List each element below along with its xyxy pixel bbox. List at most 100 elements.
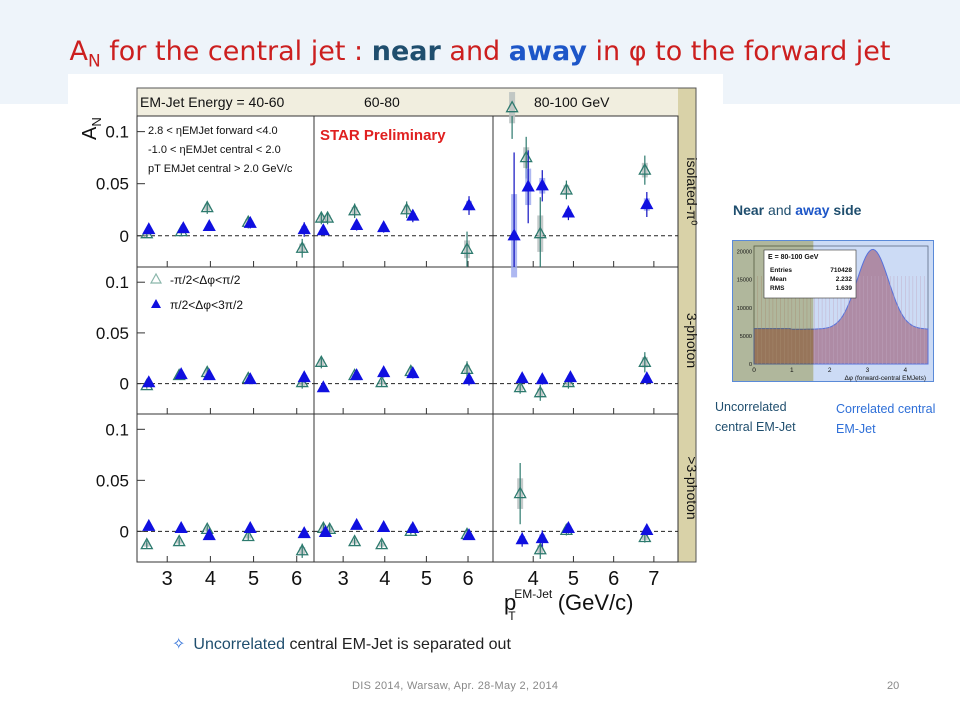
inset-y-tick-2: 10000: [737, 306, 752, 312]
x-tick-label-0-3: 6: [291, 568, 302, 590]
x-tick-label-1-0: 3: [338, 568, 349, 590]
inset-stat-value-2: 1.639: [836, 285, 853, 292]
away-point-2-2-2: [561, 520, 576, 533]
title-part2: in φ to the forward jet: [586, 36, 891, 67]
y-tick-label-2-0: 0: [120, 522, 129, 541]
cut-text-2: pT EMJet central > 2.0 GeV/c: [148, 163, 293, 175]
x-tick-label-1-1: 4: [379, 568, 390, 590]
near-point-1-1-4: [460, 362, 474, 375]
row-label-2: >3-photon: [684, 456, 700, 519]
away-point-2-0-3: [243, 520, 257, 533]
near-point-2-0-0: [140, 537, 154, 550]
x-axis-title: pEM-Jet T (GeV/c): [504, 587, 634, 623]
away-point-1-2-2: [563, 370, 578, 383]
away-point-1-1-3: [406, 366, 420, 379]
y-tick-label-0-0: 0: [120, 227, 129, 246]
panel-2-2: [492, 413, 679, 563]
cut-text-0: 2.8 < ηEMJet forward <4.0: [148, 125, 278, 137]
an-figure: EM-Jet Energy = 40-60 60-80 80-100 GeV isol…: [68, 74, 723, 626]
near-point-0-0-4: [295, 240, 309, 253]
near-point-0-2-3: [638, 162, 652, 175]
away-point-1-2-3: [640, 371, 654, 384]
inset-stat-name-0: Entries: [770, 267, 792, 274]
away-point-0-1-3: [406, 208, 420, 221]
delta-phi-histogram: E = 80-100 GeV Entries 710428 Mean 2.232 RMS 1…: [732, 240, 934, 382]
away-point-2-0-0: [142, 518, 156, 531]
away-point-0-0-4: [297, 222, 311, 235]
near-point-0-0-2: [200, 200, 214, 213]
side-word: side: [829, 202, 862, 218]
cut-text-1: -1.0 < ηEMJet central < 2.0: [148, 144, 281, 156]
bullet-rest: central EM-Jet is separated out: [285, 636, 511, 653]
away-point-1-2-1: [535, 372, 549, 385]
away-point-2-0-2: [202, 528, 216, 541]
row-label-strip: [678, 88, 696, 562]
near-point-2-1-3: [375, 537, 389, 550]
inset-x-tick-3: 3: [866, 367, 870, 374]
x-tick-label-2-1: 5: [568, 568, 579, 590]
away-point-0-1-0: [316, 223, 330, 236]
near-word: Near: [733, 202, 765, 218]
x-tick-label-2-0: 4: [528, 568, 539, 590]
y-tick-label-1-2: 0.1: [105, 273, 129, 292]
x-axis-title-unit: (GeV/c): [552, 590, 634, 615]
bullet-point: ✧ Uncorrelated central EM-Jet is separate…: [172, 634, 511, 654]
inset-x-tick-1: 1: [790, 367, 794, 374]
title-and: and: [440, 36, 509, 67]
away-point-1-0-1: [174, 367, 188, 380]
x-tick-label-0-1: 4: [205, 568, 216, 590]
row-label-1: 3-photon: [684, 313, 700, 368]
bullet-uncorrelated: Uncorrelated: [193, 636, 286, 653]
near-point-0-1-4: [460, 241, 474, 254]
away-point-2-1-1: [350, 517, 364, 530]
title-away: away: [508, 36, 587, 67]
y-tick-label-0-1: 0.05: [96, 175, 129, 194]
header-energy-label: EM-Jet Energy = 40-60: [140, 94, 285, 110]
away-point-0-2-2: [561, 205, 576, 218]
near-point-2-0-3: [241, 529, 255, 542]
near-point-2-2-3: [638, 530, 652, 543]
away-point-0-2-1: [535, 178, 549, 191]
away-point-2-1-4: [462, 528, 476, 541]
away-point-0-1-1: [350, 217, 364, 230]
away-point-1-0-3: [243, 372, 257, 385]
away-point-0-1-4: [462, 198, 476, 211]
inset-border: [732, 240, 934, 382]
away-point-2-2-1: [535, 531, 549, 544]
y-axis-title-sub: N: [89, 117, 104, 126]
near-point-2-2-0: [513, 486, 527, 499]
legend-near-label: -π/2<Δφ<π/2: [170, 273, 241, 287]
away-point-0-0-3: [243, 215, 257, 228]
y-tick-label-1-0: 0: [120, 375, 129, 394]
near-point-1-2-0: [513, 380, 527, 393]
near-point-0-1-0: [314, 210, 328, 223]
away-point-1-2-0: [515, 371, 529, 384]
away-point-2-1-2: [377, 519, 391, 532]
title-part1: for the central jet :: [100, 36, 372, 67]
header-column-80-100: 80-100 GeV: [534, 94, 610, 110]
inset-stat-value-1: 2.232: [836, 276, 853, 283]
footer-text: DIS 2014, Warsaw, Apr. 28-May 2, 2014: [352, 680, 559, 692]
away-point-0-1-2: [377, 220, 391, 233]
near-away-title: Near and away side: [733, 202, 861, 218]
away-point-1-1-2: [377, 365, 391, 378]
away-point-1-0-4: [297, 370, 311, 383]
near-point-0-2-2: [559, 182, 574, 195]
legend-away-marker: [151, 299, 161, 308]
away-point-0-2-4: [521, 179, 535, 192]
inset-stats-box: [763, 249, 857, 299]
away-point-2-2-3: [640, 523, 654, 536]
near-point-2-0-1: [172, 534, 186, 547]
legend-near-marker: [149, 272, 163, 284]
and-word: and: [764, 202, 796, 218]
near-point-1-2-1: [533, 385, 547, 398]
away-point-1-1-4: [462, 372, 476, 385]
near-point-0-2-4: [519, 150, 533, 163]
away-point-1-1-0: [316, 380, 330, 393]
slide-title: AN for the central jet : near and away i…: [0, 36, 960, 71]
inset-x-tick-0: 0: [752, 367, 756, 374]
x-tick-label-2-3: 7: [648, 568, 659, 590]
near-point-0-2-0: [505, 100, 519, 113]
inset-energy: E = 80-100 GeV: [768, 254, 819, 261]
star-preliminary: STAR Preliminary: [320, 127, 446, 144]
